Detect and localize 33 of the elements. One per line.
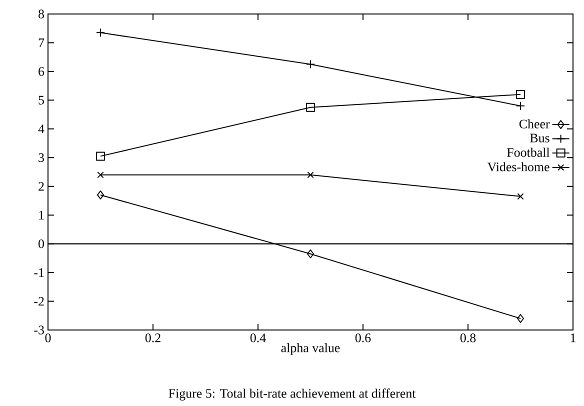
y-tick-label: 4 [38, 124, 44, 134]
y-tick-label: 0 [38, 239, 44, 248]
x-tick-label: 0 [45, 334, 51, 342]
point [307, 249, 314, 258]
point [96, 152, 105, 161]
y-tick-label: -2 [34, 296, 44, 306]
y-tick-label: 3 [38, 153, 44, 162]
caption: Figure 5: Total bit-rate achievement at different [168, 388, 416, 400]
x-axis-title: alpha value [281, 343, 340, 355]
x-tick-label: 0.8 [460, 334, 476, 342]
point [97, 172, 104, 178]
point [517, 193, 524, 200]
y-tick-label: 7 [38, 38, 44, 47]
y-tick-label: 1 [39, 210, 44, 220]
legend-label: Cheer [519, 119, 550, 128]
y-tick-label: 5 [38, 96, 44, 104]
point [516, 90, 526, 99]
x-tick-label: 0.6 [355, 334, 371, 342]
point [97, 190, 104, 200]
y-tick-label: -3 [34, 326, 44, 334]
x-tick-label: 0.2 [145, 334, 160, 342]
x-tick-label: 1 [570, 334, 576, 342]
y-tick-label: 2 [38, 182, 44, 191]
legend-label: Vides-home [487, 162, 550, 172]
x-tick-label: 0.4 [250, 334, 266, 342]
y-tick-label: -1 [34, 268, 44, 277]
y-tick-label: 8 [38, 10, 44, 18]
point [307, 172, 314, 178]
point [306, 102, 316, 112]
legend-label: Bus [530, 134, 550, 142]
y-tick-label: 6 [38, 67, 44, 76]
point [517, 314, 524, 324]
legend-label: Football [507, 148, 550, 157]
